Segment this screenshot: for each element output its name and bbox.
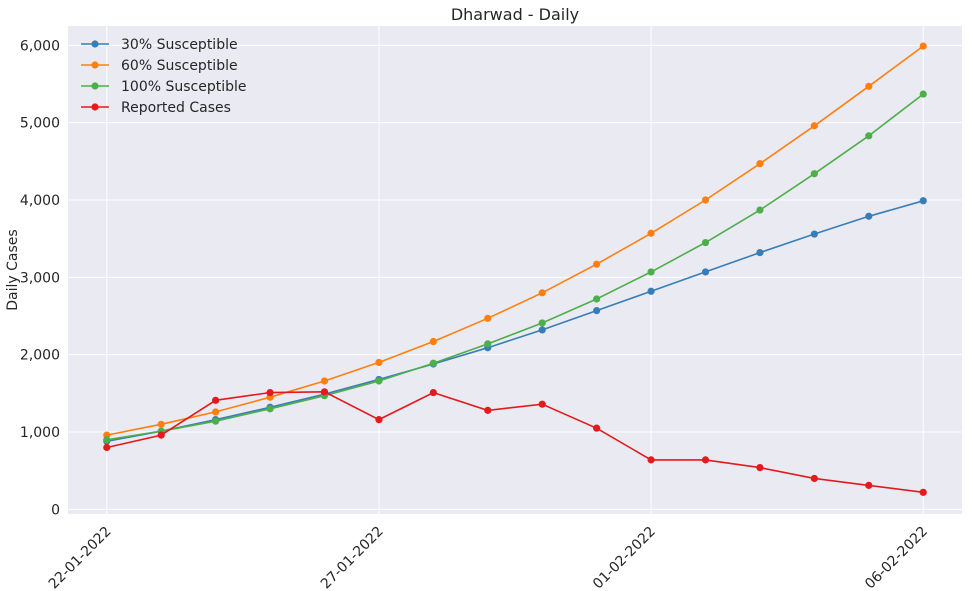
data-point bbox=[810, 170, 818, 178]
data-point bbox=[103, 436, 111, 444]
legend-marker bbox=[91, 82, 99, 90]
data-point bbox=[701, 196, 710, 204]
legend-label: 30% Susceptible bbox=[121, 37, 238, 53]
legend-label: Reported Cases bbox=[121, 100, 231, 116]
data-point bbox=[484, 406, 492, 414]
data-point bbox=[756, 248, 764, 257]
legend-label: 60% Susceptible bbox=[121, 58, 238, 74]
series-line bbox=[106, 93, 924, 441]
series-2 bbox=[103, 90, 927, 444]
data-point bbox=[266, 405, 274, 413]
data-point bbox=[538, 326, 546, 334]
legend-item: 60% Susceptible bbox=[81, 58, 238, 74]
data-point bbox=[429, 337, 437, 346]
series-line bbox=[106, 45, 924, 436]
legend-item: 30% Susceptible bbox=[81, 37, 238, 53]
y-tick-label: 2,000 bbox=[20, 348, 60, 364]
data-point bbox=[593, 424, 601, 432]
data-point bbox=[429, 359, 437, 367]
data-point bbox=[701, 238, 710, 247]
data-point bbox=[103, 443, 111, 452]
x-tick-label: 06-02-2022 bbox=[862, 524, 931, 591]
data-point bbox=[919, 197, 927, 205]
data-point bbox=[266, 388, 274, 397]
data-point bbox=[647, 456, 655, 464]
legend-item: Reported Cases bbox=[81, 100, 231, 116]
data-point bbox=[756, 463, 764, 472]
y-tick-label: 3,000 bbox=[20, 270, 60, 286]
data-point bbox=[919, 42, 927, 50]
data-point bbox=[484, 314, 492, 322]
y-tick-label: 0 bbox=[51, 502, 60, 518]
data-point bbox=[865, 132, 873, 140]
data-point bbox=[212, 408, 220, 416]
data-point bbox=[429, 388, 437, 397]
data-point bbox=[647, 268, 655, 276]
series-line bbox=[106, 390, 924, 494]
data-point bbox=[212, 396, 220, 404]
data-point bbox=[157, 420, 165, 428]
y-tick-label: 5,000 bbox=[20, 116, 60, 132]
data-point bbox=[375, 377, 383, 385]
legend-marker bbox=[91, 61, 99, 69]
data-point bbox=[865, 212, 873, 220]
data-point bbox=[865, 82, 873, 90]
data-point bbox=[375, 358, 383, 367]
y-tick-label: 6,000 bbox=[20, 38, 60, 54]
chart-title: Dharwad - Daily bbox=[451, 5, 579, 24]
data-point bbox=[701, 268, 710, 276]
series-1 bbox=[103, 42, 927, 439]
data-point bbox=[810, 122, 818, 130]
data-point bbox=[756, 160, 764, 168]
legend-marker bbox=[91, 40, 99, 48]
plot-background bbox=[68, 26, 962, 514]
data-point bbox=[919, 488, 927, 496]
data-point bbox=[593, 295, 601, 303]
series-layer bbox=[103, 42, 927, 496]
series-line bbox=[106, 200, 924, 443]
data-point bbox=[810, 230, 818, 238]
data-point bbox=[593, 307, 601, 315]
x-tick-label: 27-01-2022 bbox=[318, 524, 387, 591]
data-point bbox=[919, 90, 927, 98]
data-point bbox=[701, 456, 710, 464]
data-point bbox=[538, 400, 546, 408]
data-point bbox=[647, 287, 655, 295]
data-point bbox=[157, 431, 165, 439]
data-point bbox=[484, 340, 492, 348]
x-tick-label: 22-01-2022 bbox=[46, 524, 115, 591]
y-tick-label: 4,000 bbox=[20, 193, 60, 209]
data-point bbox=[593, 260, 601, 268]
data-point bbox=[647, 229, 655, 237]
data-point bbox=[320, 388, 329, 396]
legend-marker bbox=[91, 103, 99, 111]
data-point bbox=[538, 289, 546, 297]
data-point bbox=[865, 481, 873, 489]
y-tick-label: 1,000 bbox=[20, 425, 60, 441]
legend: 30% Susceptible 60% Susceptible 100% Susce… bbox=[81, 37, 247, 116]
data-point bbox=[810, 474, 818, 483]
x-tick-label: 01-02-2022 bbox=[590, 524, 659, 591]
legend-label: 100% Susceptible bbox=[121, 79, 247, 95]
data-point bbox=[212, 417, 220, 425]
data-point bbox=[375, 416, 383, 424]
data-point bbox=[320, 377, 329, 385]
series-3 bbox=[103, 388, 927, 496]
data-point bbox=[756, 206, 764, 214]
data-point bbox=[538, 319, 546, 327]
legend-item: 100% Susceptible bbox=[81, 79, 247, 95]
y-axis-label: Daily Cases bbox=[5, 229, 21, 310]
